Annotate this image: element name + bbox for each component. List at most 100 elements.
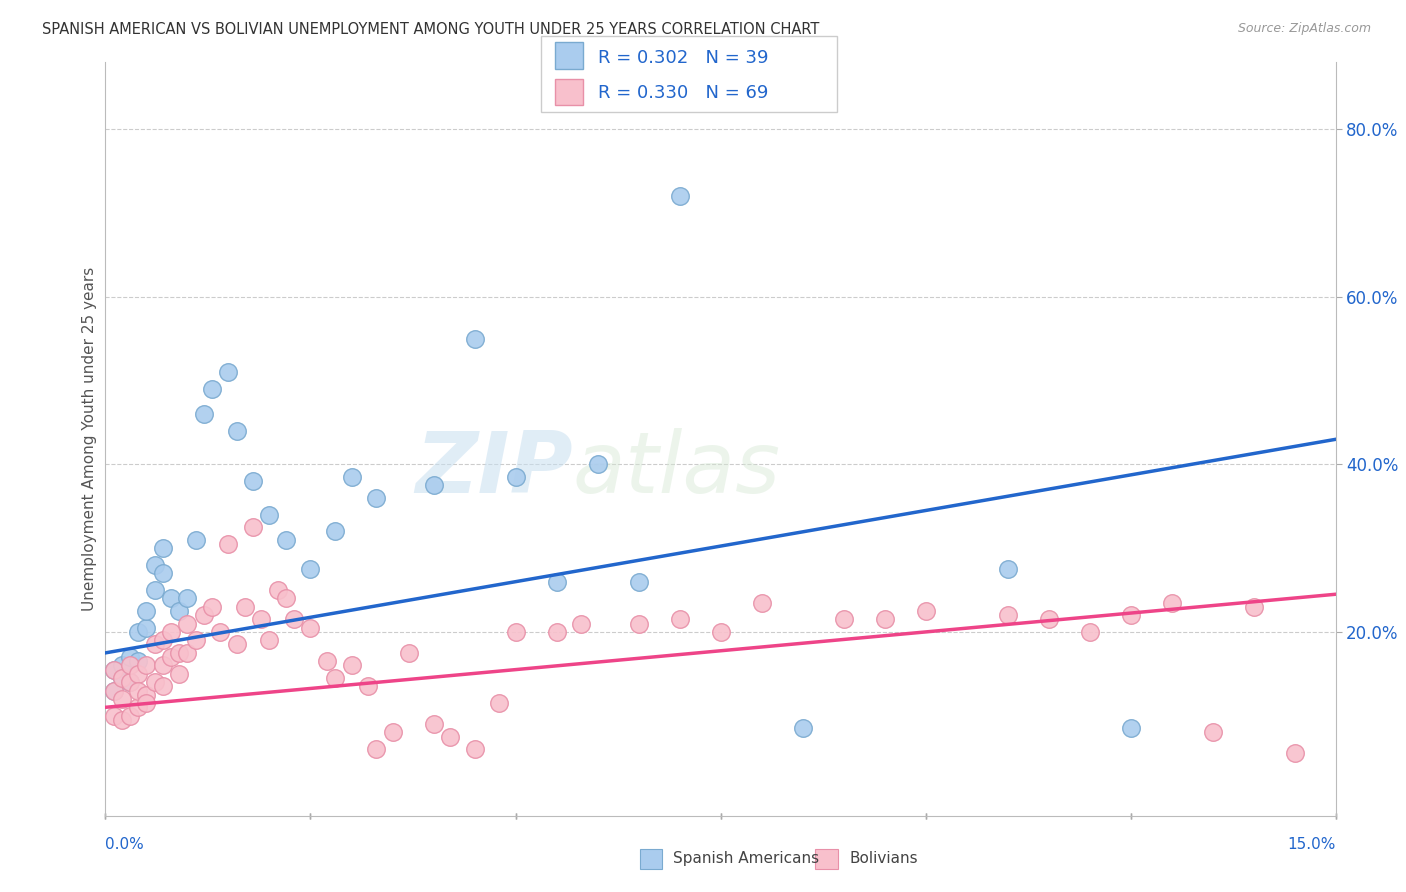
- Point: [1119, 608, 1142, 623]
- Point: [316, 654, 339, 668]
- Point: [209, 624, 232, 639]
- Point: [340, 470, 363, 484]
- Point: [569, 616, 592, 631]
- Point: [398, 646, 420, 660]
- Point: [135, 658, 157, 673]
- Point: [143, 583, 166, 598]
- Point: [267, 583, 290, 598]
- Point: [193, 407, 215, 421]
- Point: [546, 624, 568, 639]
- Point: [120, 650, 141, 665]
- Point: [439, 730, 461, 744]
- Text: R = 0.330   N = 69: R = 0.330 N = 69: [598, 85, 768, 103]
- Point: [422, 717, 444, 731]
- Point: [832, 612, 855, 626]
- Point: [184, 633, 207, 648]
- Point: [323, 671, 346, 685]
- Point: [340, 658, 363, 673]
- Point: [120, 675, 141, 690]
- Text: 0.0%: 0.0%: [105, 838, 145, 852]
- Point: [627, 574, 650, 589]
- Point: [242, 474, 264, 488]
- Point: [152, 541, 174, 556]
- Point: [111, 671, 134, 685]
- Point: [1243, 599, 1265, 614]
- Point: [111, 692, 134, 706]
- Point: [464, 332, 486, 346]
- Point: [323, 524, 346, 539]
- Point: [160, 650, 183, 665]
- Point: [218, 365, 240, 379]
- Point: [1078, 624, 1101, 639]
- Point: [274, 533, 297, 547]
- Point: [184, 533, 207, 547]
- Point: [366, 491, 388, 505]
- Point: [103, 663, 125, 677]
- Point: [127, 683, 149, 698]
- Point: [120, 675, 141, 690]
- Point: [201, 599, 224, 614]
- Point: [1284, 747, 1306, 761]
- Point: [143, 638, 166, 652]
- Point: [111, 658, 134, 673]
- Point: [668, 612, 690, 626]
- Text: Spanish Americans: Spanish Americans: [673, 852, 820, 866]
- Point: [505, 470, 527, 484]
- Text: ZIP: ZIP: [415, 428, 574, 511]
- Point: [792, 721, 814, 735]
- Point: [127, 666, 149, 681]
- Point: [668, 189, 690, 203]
- Point: [160, 591, 183, 606]
- Point: [143, 675, 166, 690]
- Point: [283, 612, 305, 626]
- Point: [103, 708, 125, 723]
- Text: SPANISH AMERICAN VS BOLIVIAN UNEMPLOYMENT AMONG YOUTH UNDER 25 YEARS CORRELATION: SPANISH AMERICAN VS BOLIVIAN UNEMPLOYMEN…: [42, 22, 820, 37]
- Point: [1160, 596, 1182, 610]
- Point: [299, 621, 322, 635]
- Point: [111, 713, 134, 727]
- Point: [225, 424, 247, 438]
- Point: [464, 742, 486, 756]
- Point: [357, 679, 380, 693]
- Point: [127, 700, 149, 714]
- Point: [120, 658, 141, 673]
- Point: [997, 608, 1019, 623]
- Point: [135, 621, 157, 635]
- Point: [627, 616, 650, 631]
- Point: [169, 604, 191, 618]
- Point: [176, 646, 198, 660]
- Point: [120, 708, 141, 723]
- Point: [135, 688, 157, 702]
- Point: [143, 558, 166, 572]
- Point: [422, 478, 444, 492]
- Point: [710, 624, 733, 639]
- Point: [586, 458, 609, 472]
- Point: [152, 658, 174, 673]
- Point: [1119, 721, 1142, 735]
- Text: R = 0.302   N = 39: R = 0.302 N = 39: [598, 49, 768, 68]
- Point: [233, 599, 256, 614]
- Point: [546, 574, 568, 589]
- Point: [127, 654, 149, 668]
- Text: 15.0%: 15.0%: [1288, 838, 1336, 852]
- Point: [997, 562, 1019, 576]
- Point: [176, 591, 198, 606]
- Point: [135, 696, 157, 710]
- Point: [259, 633, 281, 648]
- Y-axis label: Unemployment Among Youth under 25 years: Unemployment Among Youth under 25 years: [82, 268, 97, 611]
- Point: [169, 666, 191, 681]
- Point: [218, 537, 240, 551]
- Point: [1202, 725, 1225, 739]
- Point: [225, 638, 247, 652]
- Text: Source: ZipAtlas.com: Source: ZipAtlas.com: [1237, 22, 1371, 36]
- Point: [135, 604, 157, 618]
- Point: [111, 671, 134, 685]
- Point: [1038, 612, 1060, 626]
- Point: [751, 596, 773, 610]
- Point: [274, 591, 297, 606]
- Point: [103, 683, 125, 698]
- Point: [381, 725, 404, 739]
- Point: [176, 616, 198, 631]
- Point: [193, 608, 215, 623]
- Point: [160, 624, 183, 639]
